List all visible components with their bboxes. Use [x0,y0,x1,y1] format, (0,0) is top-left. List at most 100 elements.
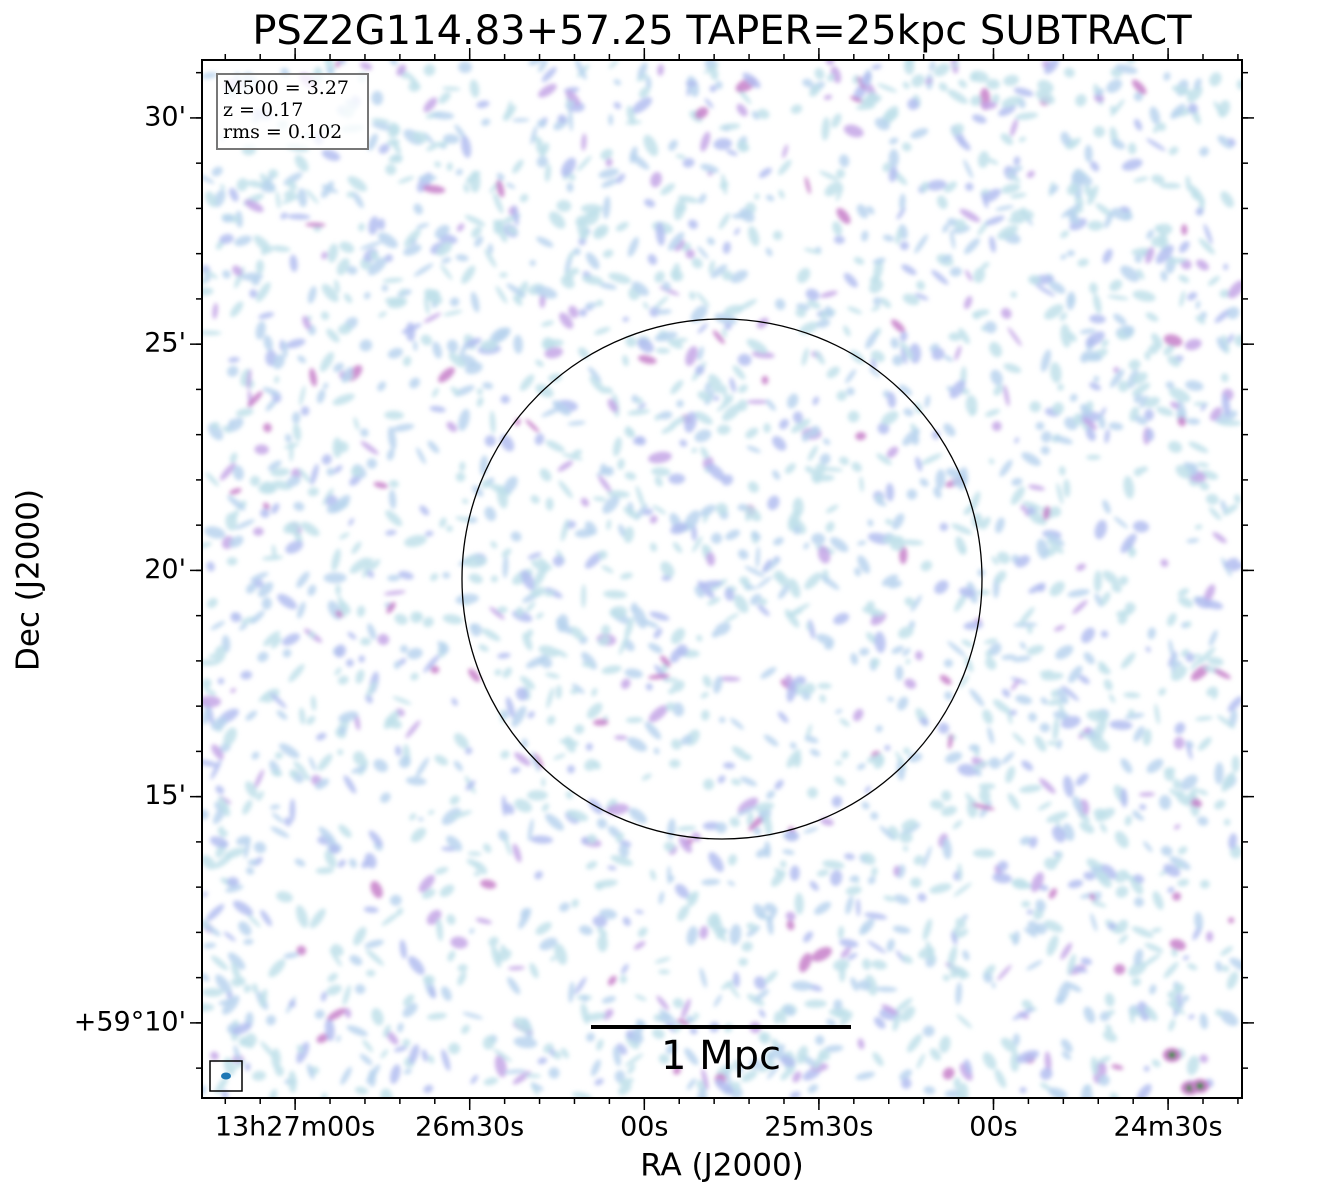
noise-blob [285,338,306,349]
noise-blob [581,584,587,609]
noise-blob [1214,799,1226,810]
noise-blob [670,380,684,395]
noise-blob [901,264,917,276]
noise-blob [988,458,995,465]
noise-blob [322,382,329,390]
noise-blob [307,286,317,304]
noise-blob [1026,909,1033,915]
noise-blob [628,807,647,824]
noise-blob [807,1084,819,1094]
noise-blob [366,458,378,469]
noise-blob [840,947,851,959]
noise-blob [791,980,813,991]
noise-blob [1134,415,1148,425]
noise-blob [507,976,521,995]
noise-blob [1015,694,1033,705]
noise-blob [652,505,667,515]
noise-blob [263,423,272,433]
noise-blob [487,243,494,254]
noise-blob [855,1071,876,1080]
noise-blob [730,269,748,284]
noise-blob [618,634,629,655]
noise-blob [399,644,409,654]
noise-blob [1049,184,1059,194]
noise-blob [284,817,292,827]
noise-blob [1212,691,1219,700]
noise-blob [914,293,929,301]
noise-blob [1167,257,1187,264]
noise-blob [436,918,444,942]
noise-blob [712,330,725,345]
noise-blob [250,610,265,624]
noise-blob [726,981,740,999]
noise-blob [512,843,522,863]
noise-blob [772,230,783,241]
noise-blob [1019,1086,1027,1094]
noise-blob [920,453,943,465]
noise-blob [484,506,497,522]
noise-blob [1003,384,1010,407]
noise-blob [1114,869,1129,883]
noise-blob [988,757,1001,769]
noise-blob [540,142,550,156]
noise-blob [942,974,950,982]
noise-blob [1010,1051,1020,1072]
noise-blob [672,702,685,717]
noise-blob [1013,87,1034,97]
noise-blob [804,176,811,195]
noise-blob [1170,665,1188,681]
noise-blob [211,716,228,731]
noise-blob [513,1036,538,1049]
noise-blob [637,338,654,353]
noise-blob [441,846,456,852]
noise-blob [513,1017,532,1033]
noise-blob [1144,942,1164,953]
noise-blob [580,497,590,507]
noise-blob [961,914,969,921]
noise-blob [1154,703,1160,725]
noise-blob [516,281,529,302]
noise-blob [451,697,458,706]
noise-blob [624,427,635,438]
noise-blob [1061,1051,1072,1060]
noise-blob [500,394,510,404]
noise-blob [935,469,946,490]
noise-blob [804,572,822,590]
noise-blob [378,218,386,231]
noise-blob [1168,1051,1176,1059]
noise-blob [901,819,918,831]
noise-blob [748,226,760,247]
noise-blob [427,440,440,454]
noise-blob [321,184,339,194]
noise-blob [229,535,244,548]
noise-blob [625,336,637,348]
noise-blob [753,827,762,836]
noise-blob [1132,520,1150,533]
noise-blob [982,1052,997,1070]
noise-blob [619,974,627,984]
noise-blob [892,513,905,530]
noise-blob [405,776,427,786]
noise-blob [1127,142,1137,155]
noise-blob [489,606,505,620]
noise-blob [1093,293,1102,314]
noise-blob [949,266,962,277]
noise-blob [410,827,427,843]
noise-blob [645,76,652,90]
noise-blob [377,633,390,646]
noise-blob [931,348,945,361]
noise-blob [296,945,307,956]
noise-blob [904,678,917,689]
noise-blob [358,223,365,232]
noise-blob [847,410,860,423]
noise-blob [1087,220,1104,231]
noise-blob [605,803,630,816]
noise-blob [974,618,982,623]
noise-blob [527,711,535,719]
noise-blob [686,926,698,946]
noise-blob [696,634,703,642]
noise-blob [595,299,604,307]
noise-blob [1066,982,1082,993]
noise-blob [839,718,850,727]
noise-blob [837,925,845,940]
